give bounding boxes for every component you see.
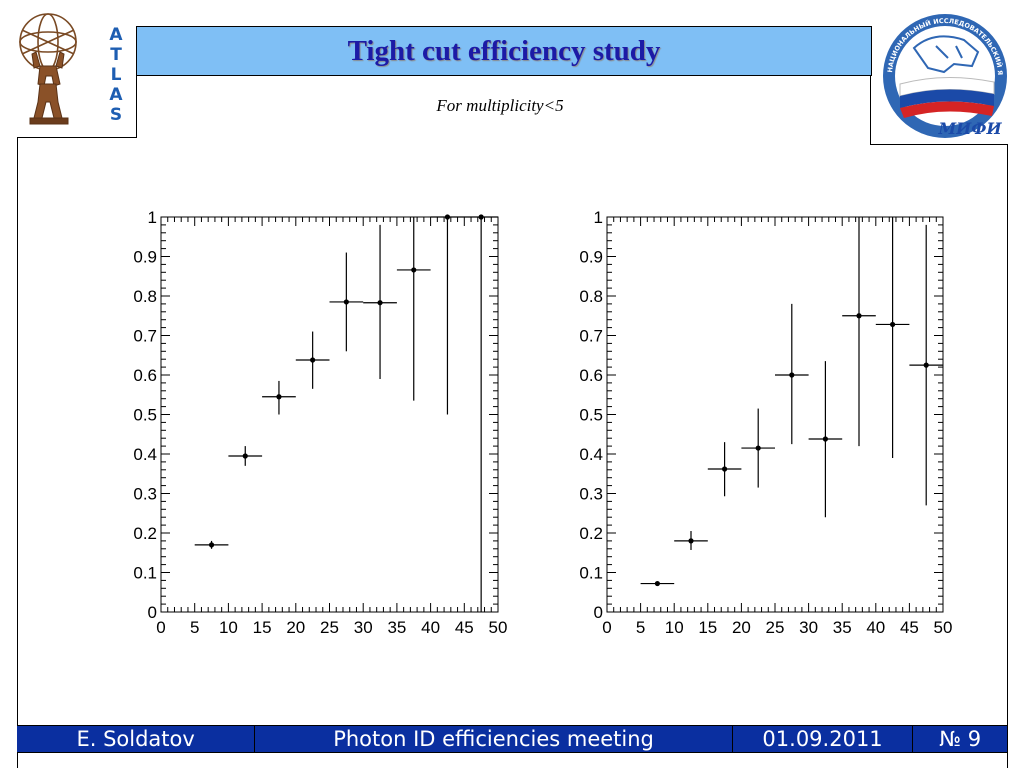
content-frame-right (1007, 144, 1008, 768)
divider (870, 75, 871, 145)
data-point (310, 357, 316, 363)
data-point (208, 542, 215, 548)
y-tick-label: 0.4 (579, 445, 603, 464)
x-tick-label: 50 (934, 618, 953, 637)
data-point (654, 580, 661, 587)
y-tick-label: 0.7 (133, 327, 157, 346)
y-tick-label: 0.5 (133, 406, 157, 425)
x-tick-label: 5 (190, 618, 199, 637)
y-tick-label: 1 (148, 208, 157, 227)
y-tick-label: 0.1 (133, 564, 157, 583)
x-tick-label: 20 (286, 618, 305, 637)
data-point (890, 321, 896, 328)
x-tick-label: 0 (602, 618, 611, 637)
y-tick-label: 0 (148, 603, 157, 622)
data-point (789, 372, 795, 378)
x-tick-label: 50 (489, 618, 508, 637)
content-frame-left (17, 137, 18, 768)
x-tick-label: 25 (766, 618, 785, 637)
x-tick-label: 40 (421, 618, 440, 637)
y-tick-label: 0.4 (133, 445, 157, 464)
slide-title-bar: Tight cut efficiency study (136, 26, 872, 76)
y-tick-label: 1 (594, 208, 603, 227)
footer-page-number: № 9 (939, 727, 982, 751)
x-tick-label: 5 (636, 618, 645, 637)
x-tick-label: 45 (900, 618, 919, 637)
y-tick-label: 0.3 (579, 485, 603, 504)
y-tick-label: 0.9 (133, 248, 157, 267)
x-tick-label: 30 (799, 618, 818, 637)
data-point (444, 214, 451, 220)
data-point (923, 362, 929, 368)
atlas-letter: L (111, 65, 122, 85)
data-point (377, 300, 383, 306)
atlas-letter: A (109, 85, 123, 105)
atlas-logo: A T L A S (10, 6, 128, 128)
y-tick-label: 0.6 (579, 366, 603, 385)
x-tick-label: 20 (732, 618, 751, 637)
y-tick-label: 0.7 (579, 327, 603, 346)
data-point (722, 466, 728, 472)
data-point (276, 394, 282, 400)
x-tick-label: 45 (455, 618, 474, 637)
data-point (478, 214, 484, 220)
data-point (856, 313, 862, 319)
slide-subtitle: For multiplicity<5 (436, 96, 564, 115)
x-tick-label: 35 (833, 618, 852, 637)
x-tick-label: 40 (866, 618, 885, 637)
y-tick-label: 0.1 (579, 564, 603, 583)
data-point (343, 299, 349, 305)
divider (17, 137, 137, 138)
footer-bar: E. Soldatov Photon ID efficiencies meeti… (17, 725, 1007, 753)
y-tick-label: 0.5 (579, 406, 603, 425)
data-point (755, 445, 761, 451)
divider (870, 144, 1008, 145)
x-tick-label: 15 (253, 618, 272, 637)
x-tick-label: 25 (320, 618, 339, 637)
data-point (242, 453, 248, 459)
mephi-logo: НАЦИОНАЛЬНЫЙ ИССЛЕДОВАТЕЛЬСКИЙ ЯДЕРНЫЙ У… (871, 0, 1016, 142)
slide-title: Tight cut efficiency study (347, 34, 661, 67)
y-tick-label: 0.6 (133, 366, 157, 385)
x-tick-label: 0 (156, 618, 165, 637)
y-tick-label: 0.9 (579, 248, 603, 267)
x-tick-label: 30 (354, 618, 373, 637)
y-tick-label: 0.8 (579, 287, 603, 306)
atlas-letter: S (110, 105, 122, 125)
x-tick-label: 35 (387, 618, 406, 637)
x-tick-label: 10 (665, 618, 684, 637)
atlas-logo-icon: A T L A S (19, 13, 123, 125)
mephi-logo-text: МИФИ (937, 119, 1002, 138)
footer-author: E. Soldatov (17, 726, 256, 752)
y-tick-label: 0.3 (133, 485, 157, 504)
y-tick-label: 0.2 (133, 524, 157, 543)
mephi-logo-icon: НАЦИОНАЛЬНЫЙ ИССЛЕДОВАТЕЛЬСКИЙ ЯДЕРНЫЙ У… (871, 0, 1007, 138)
y-tick-label: 0.8 (133, 287, 157, 306)
data-point (411, 267, 417, 273)
data-point (688, 538, 694, 544)
data-point (822, 436, 829, 442)
y-tick-label: 0.2 (579, 524, 603, 543)
y-tick-label: 0 (594, 603, 603, 622)
atlas-letter: T (110, 45, 122, 65)
x-tick-label: 10 (219, 618, 238, 637)
divider (136, 75, 870, 76)
footer-date: 01.09.2011 (733, 726, 914, 752)
divider (136, 75, 137, 138)
footer-meeting: Photon ID efficiencies meeting (255, 726, 733, 752)
x-tick-label: 15 (698, 618, 717, 637)
atlas-letter: A (109, 25, 123, 45)
